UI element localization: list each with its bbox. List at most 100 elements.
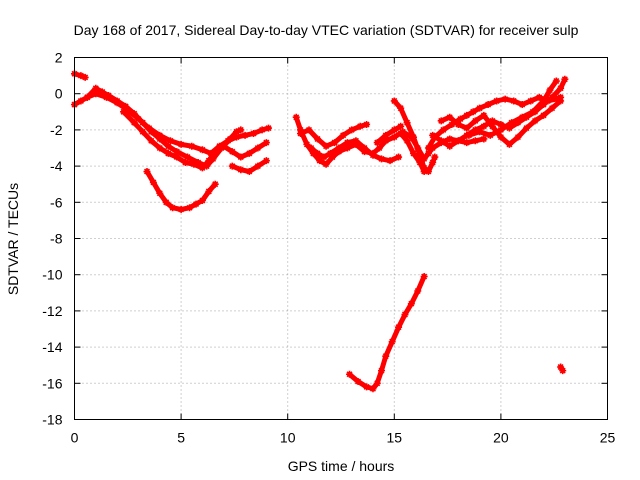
data-point — [531, 117, 539, 125]
data-point — [254, 162, 262, 170]
data-point — [505, 124, 513, 132]
data-point — [352, 137, 360, 145]
data-point — [331, 139, 339, 147]
data-point — [522, 124, 530, 132]
data-point — [480, 111, 488, 119]
data-point — [348, 126, 356, 134]
data-point — [548, 104, 556, 112]
data-point — [328, 153, 336, 161]
data-point — [454, 137, 462, 145]
data-point — [343, 139, 351, 147]
data-point — [254, 144, 262, 152]
series-track-18 — [557, 363, 567, 375]
x-axis-label: GPS time / hours — [288, 458, 395, 474]
y-tick-label: 2 — [55, 50, 63, 66]
data-point — [488, 117, 496, 125]
series-track-15 — [437, 97, 565, 148]
data-point — [465, 131, 473, 139]
data-point — [314, 149, 322, 157]
data-point — [390, 126, 398, 134]
y-tick-label: -6 — [50, 194, 63, 210]
series-track-2 — [71, 84, 245, 170]
series-track-16 — [465, 77, 560, 139]
data-point — [382, 352, 390, 360]
data-point — [397, 130, 405, 138]
data-point — [156, 144, 164, 152]
data-point — [292, 113, 300, 121]
data-point — [262, 157, 270, 165]
data-point — [497, 120, 505, 128]
data-point — [130, 119, 138, 127]
data-point — [552, 77, 560, 85]
data-point — [211, 148, 219, 156]
data-point — [233, 133, 241, 141]
data-point — [527, 97, 535, 105]
data-point — [305, 126, 313, 134]
data-point — [363, 120, 371, 128]
data-point — [378, 367, 386, 375]
series-track-12 — [397, 130, 428, 176]
data-point — [303, 140, 311, 148]
data-point — [397, 104, 405, 112]
data-point — [339, 131, 347, 139]
data-point — [540, 97, 548, 105]
data-point — [92, 84, 100, 92]
data-point — [360, 148, 368, 156]
data-point — [228, 148, 236, 156]
data-point — [471, 126, 479, 134]
data-point — [471, 117, 479, 125]
data-point — [497, 133, 505, 141]
data-point — [476, 104, 484, 112]
data-point — [429, 144, 437, 152]
data-point — [77, 72, 85, 80]
data-point — [139, 128, 147, 136]
data-point — [424, 149, 432, 157]
data-point — [177, 140, 185, 148]
data-point — [535, 93, 543, 101]
data-point — [156, 135, 164, 143]
data-point — [335, 148, 343, 156]
data-point — [149, 178, 157, 186]
y-tick-label: -18 — [42, 412, 62, 428]
data-point — [557, 93, 565, 101]
data-point — [471, 137, 479, 145]
series-track-5 — [143, 168, 219, 214]
data-point — [296, 130, 304, 138]
data-point — [205, 187, 213, 195]
series-track-10 — [373, 122, 405, 147]
data-point — [431, 153, 439, 161]
data-point — [559, 367, 567, 375]
data-point — [414, 287, 422, 295]
y-tick-label: -16 — [42, 375, 62, 391]
data-point — [416, 158, 424, 166]
data-point — [314, 135, 322, 143]
data-point — [162, 198, 170, 206]
data-point — [198, 196, 206, 204]
data-point — [401, 311, 409, 319]
data-point — [493, 97, 501, 105]
data-point — [395, 153, 403, 161]
y-tick-label: 0 — [55, 86, 63, 102]
data-point — [390, 133, 398, 141]
data-point — [484, 101, 492, 109]
data-point — [369, 385, 377, 393]
data-point — [164, 149, 172, 157]
data-point — [540, 111, 548, 119]
data-point — [164, 142, 172, 150]
series-track-4 — [120, 108, 270, 172]
series-track-8 — [296, 120, 371, 150]
series-track-1 — [71, 70, 89, 81]
data-point — [102, 93, 110, 101]
series-track-3 — [83, 90, 273, 157]
data-point — [437, 137, 445, 145]
data-point — [420, 155, 428, 163]
data-point — [198, 164, 206, 172]
data-point — [296, 126, 304, 134]
y-tick-label: -14 — [42, 339, 62, 355]
data-point — [356, 122, 364, 130]
y-tick-label: -8 — [50, 231, 63, 247]
data-point — [262, 139, 270, 147]
data-point — [375, 144, 383, 152]
data-point — [177, 206, 185, 214]
data-point — [83, 93, 91, 101]
